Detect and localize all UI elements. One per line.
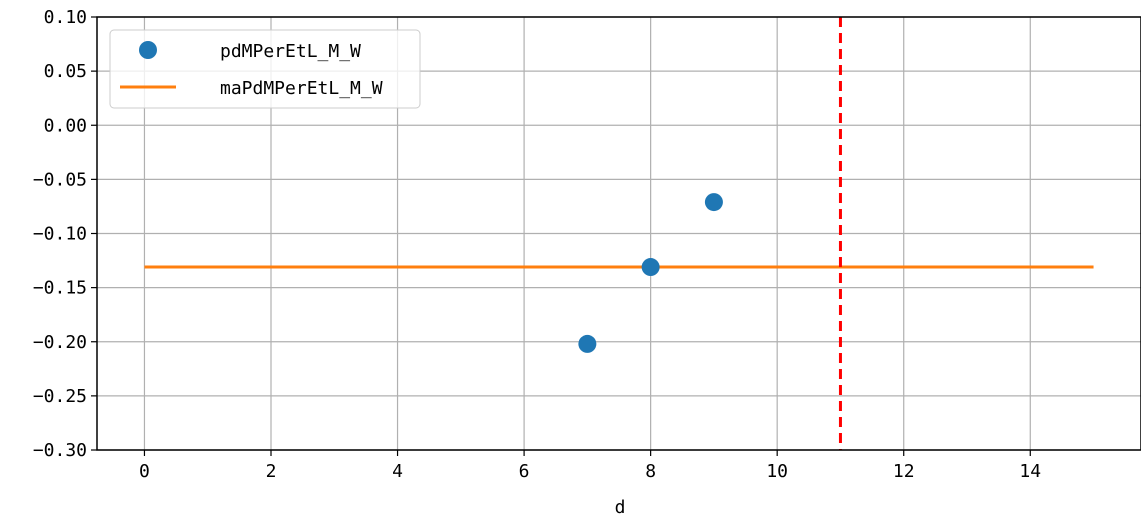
x-tick-label: 8 [645,461,656,482]
x-tick-label: 4 [392,461,403,482]
y-tick-label: −0.05 [33,169,87,190]
x-tick-label: 6 [519,461,530,482]
x-tick-label: 0 [139,461,150,482]
y-tick-label: 0.10 [44,7,87,28]
legend-label-pdMPerEtL: pdMPerEtL_M_W [220,41,361,62]
x-axis-title: d [615,497,626,518]
legend-marker-pdMPerEtL [139,41,157,59]
plot-area [144,17,1094,450]
data-point-pdMPerEtL_M_W [641,258,660,277]
y-tick-label: 0.00 [44,115,87,136]
data-point-pdMPerEtL_M_W [578,334,597,353]
x-tick-label: 14 [1019,461,1041,482]
x-tick-label: 2 [266,461,277,482]
data-point-pdMPerEtL_M_W [704,193,723,212]
x-tick-label: 10 [766,461,788,482]
x-tick-label: 12 [893,461,915,482]
legend-label-maPdMPerEtL: maPdMPerEtL_M_W [220,78,383,99]
y-tick-label: −0.15 [33,278,87,299]
legend: pdMPerEtL_M_W maPdMPerEtL_M_W [109,29,421,109]
y-tick-label: 0.05 [44,61,87,82]
y-axis: 0.10 0.05 0.00 −0.05 −0.10 −0.15 −0.20 −0.25 −0.… [33,7,97,461]
y-tick-label: −0.20 [33,332,87,353]
legend-box [109,29,421,109]
y-tick-label: −0.25 [33,386,87,407]
x-axis: 0 2 4 6 8 10 12 14 [139,450,1041,482]
y-tick-label: −0.10 [33,224,87,245]
y-tick-label: −0.30 [33,440,87,461]
